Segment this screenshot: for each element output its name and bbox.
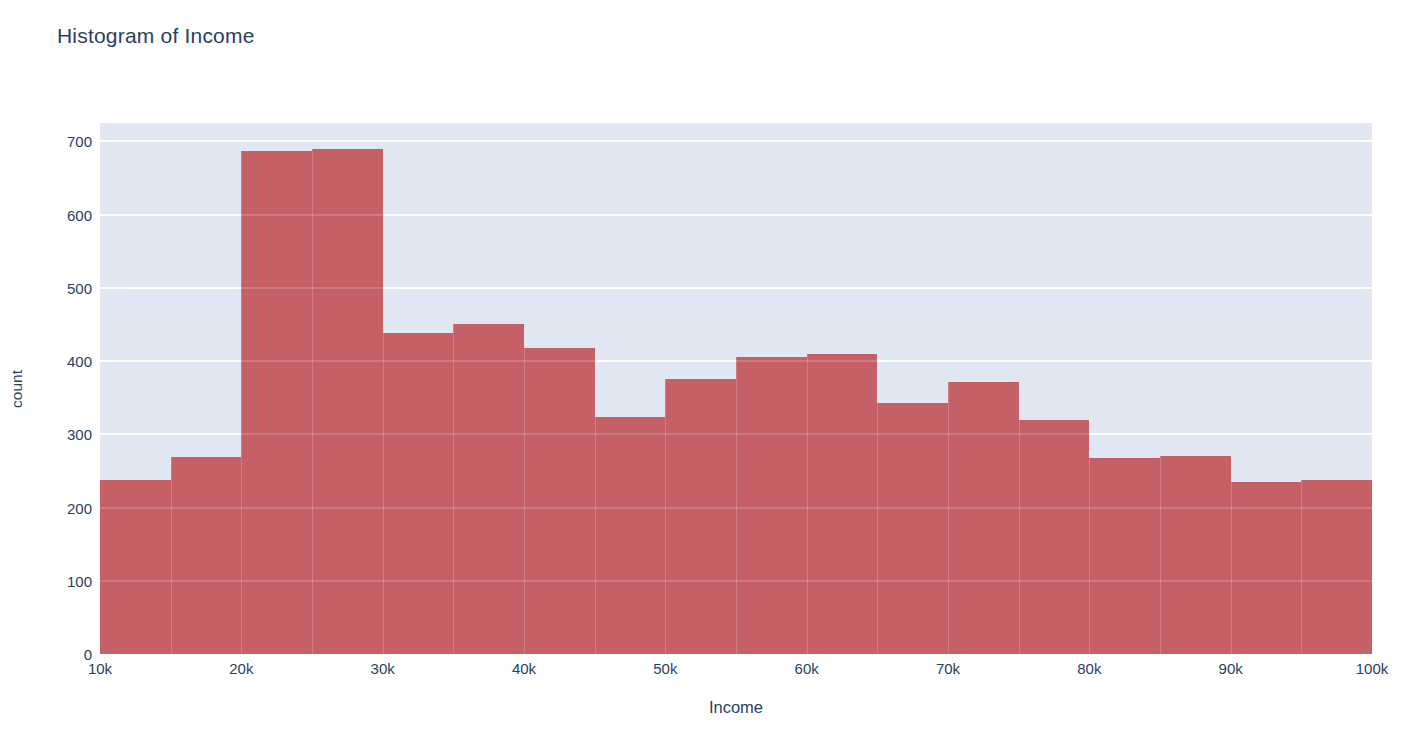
x-tick-label: 30k — [371, 660, 395, 677]
x-tick-label: 10k — [88, 660, 112, 677]
gridline-overlay — [100, 360, 1372, 362]
x-tick-label: 90k — [1219, 660, 1243, 677]
gridline-overlay — [100, 580, 1372, 582]
histogram-bar[interactable] — [383, 333, 454, 654]
x-tick-label: 40k — [512, 660, 536, 677]
histogram-bar[interactable] — [312, 149, 383, 654]
histogram-bar[interactable] — [241, 151, 312, 654]
histogram-bar[interactable] — [807, 354, 878, 654]
histogram-bar[interactable] — [524, 348, 595, 654]
y-tick-label: 100 — [67, 572, 92, 589]
y-tick-label: 400 — [67, 353, 92, 370]
histogram-bar[interactable] — [665, 379, 736, 654]
x-tick-label: 100k — [1356, 660, 1389, 677]
histogram-bar[interactable] — [877, 403, 948, 654]
histogram-bar[interactable] — [1019, 420, 1090, 654]
y-tick-label: 300 — [67, 426, 92, 443]
page: Histogram of Income count 01002003004005… — [0, 0, 1418, 744]
chart-title: Histogram of Income — [57, 24, 255, 48]
y-tick-label: 500 — [67, 279, 92, 296]
x-tick-label: 60k — [795, 660, 819, 677]
x-tick-label: 70k — [936, 660, 960, 677]
histogram-bar[interactable] — [948, 382, 1019, 654]
x-tick-label: 20k — [229, 660, 253, 677]
gridline-overlay — [100, 507, 1372, 509]
gridline-overlay — [100, 140, 1372, 142]
x-tick-label: 50k — [653, 660, 677, 677]
histogram-bar[interactable] — [1160, 456, 1231, 654]
histogram-bar[interactable] — [1089, 458, 1160, 654]
y-tick-label: 700 — [67, 133, 92, 150]
gridline-overlay — [100, 287, 1372, 289]
x-tick-label: 80k — [1077, 660, 1101, 677]
plot-area[interactable] — [100, 123, 1372, 654]
y-axis-tick-labels: 0100200300400500600700 — [0, 123, 92, 654]
histogram-bar[interactable] — [171, 457, 242, 654]
histogram-bar[interactable] — [453, 324, 524, 654]
x-axis-title: Income — [100, 698, 1372, 717]
x-axis-tick-labels: 10k20k30k40k50k60k70k80k90k100k — [100, 660, 1372, 680]
y-tick-label: 600 — [67, 206, 92, 223]
histogram-bar[interactable] — [595, 417, 666, 654]
y-tick-label: 200 — [67, 499, 92, 516]
gridline-overlay — [100, 214, 1372, 216]
gridline-overlay — [100, 433, 1372, 435]
